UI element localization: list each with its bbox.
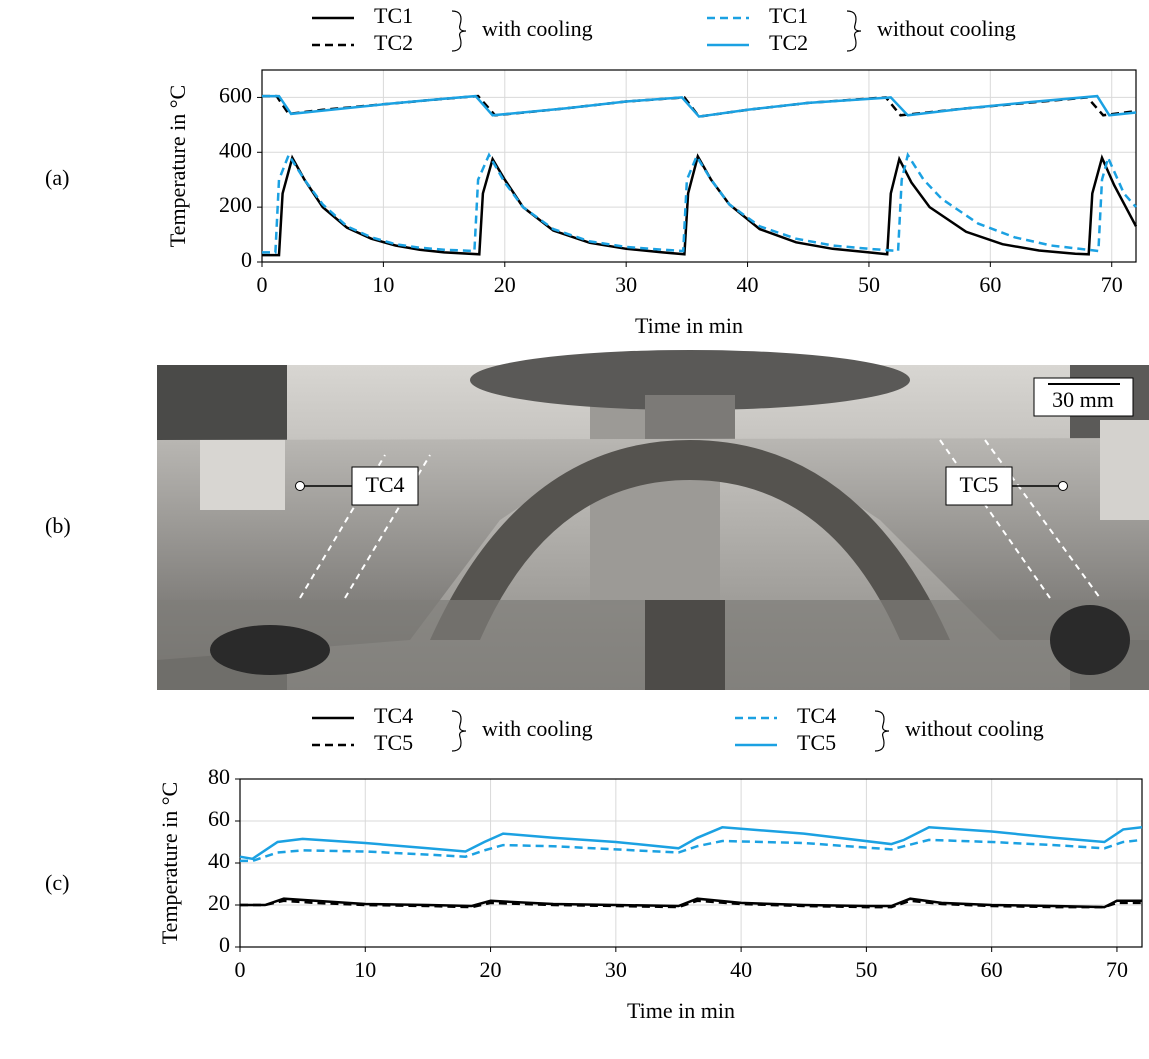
- y-tick-label: 20: [208, 890, 230, 915]
- x-tick-label: 40: [737, 272, 759, 297]
- x-axis-title: Time in min: [627, 998, 735, 1023]
- y-tick-label: 60: [208, 806, 230, 831]
- y-tick-label: 600: [219, 82, 252, 107]
- data-line: [262, 153, 1138, 257]
- plot-frame: [261, 69, 1137, 263]
- x-tick-label: 50: [858, 272, 880, 297]
- x-tick-label: 10: [354, 957, 376, 982]
- data-line: [262, 151, 1137, 254]
- legend-label: TC5: [797, 730, 836, 755]
- x-tick-label: 70: [1106, 957, 1128, 982]
- panel-label: (c): [45, 870, 69, 895]
- x-tick-label: 60: [979, 272, 1001, 297]
- legend-label: TC5: [374, 730, 413, 755]
- y-tick-label: 0: [241, 247, 252, 272]
- x-tick-label: 50: [855, 957, 877, 982]
- legend-brace: [874, 710, 890, 752]
- legend-label: TC2: [769, 30, 808, 55]
- photo-label: TC5: [959, 472, 998, 497]
- x-axis-title: Time in min: [635, 313, 743, 338]
- legend-group-label: with cooling: [482, 716, 593, 741]
- x-tick-label: 40: [730, 957, 752, 982]
- y-tick-label: 0: [219, 932, 230, 957]
- data-line: [240, 899, 1142, 909]
- legend-label: TC1: [374, 3, 413, 28]
- x-tick-label: 60: [981, 957, 1003, 982]
- photo: [157, 350, 1149, 690]
- y-tick-label: 400: [219, 137, 252, 162]
- data-line: [239, 826, 1143, 861]
- x-tick-label: 20: [494, 272, 516, 297]
- data-line: [240, 838, 1143, 863]
- photo-label: TC4: [365, 472, 404, 497]
- x-tick-label: 0: [235, 957, 246, 982]
- x-tick-label: 20: [480, 957, 502, 982]
- scale-bar-label: 30 mm: [1052, 387, 1114, 412]
- panel-label: (a): [45, 165, 69, 190]
- x-tick-label: 0: [257, 272, 268, 297]
- legend-group-label: without cooling: [905, 716, 1044, 741]
- y-axis-title: Temperature in °C: [165, 85, 190, 247]
- legend-label: TC1: [769, 3, 808, 28]
- y-tick-label: 80: [208, 764, 230, 789]
- legend-label: TC2: [374, 30, 413, 55]
- legend-brace: [846, 10, 862, 52]
- plot-frame: [239, 778, 1143, 948]
- data-line: [262, 94, 1137, 118]
- x-tick-label: 70: [1101, 272, 1123, 297]
- x-tick-label: 30: [615, 272, 637, 297]
- legend-label: TC4: [374, 703, 413, 728]
- legend-label: TC4: [797, 703, 836, 728]
- panel-label: (b): [45, 513, 71, 538]
- data-line: [262, 94, 1137, 118]
- legend-group-label: with cooling: [482, 16, 593, 41]
- data-line: [240, 897, 1142, 909]
- legend-group-label: without cooling: [877, 16, 1016, 41]
- legend-brace: [451, 10, 467, 52]
- y-tick-label: 40: [208, 848, 230, 873]
- y-tick-label: 200: [219, 192, 252, 217]
- y-axis-title: Temperature in °C: [157, 782, 182, 944]
- x-tick-label: 30: [605, 957, 627, 982]
- legend-brace: [451, 710, 467, 752]
- x-tick-label: 10: [372, 272, 394, 297]
